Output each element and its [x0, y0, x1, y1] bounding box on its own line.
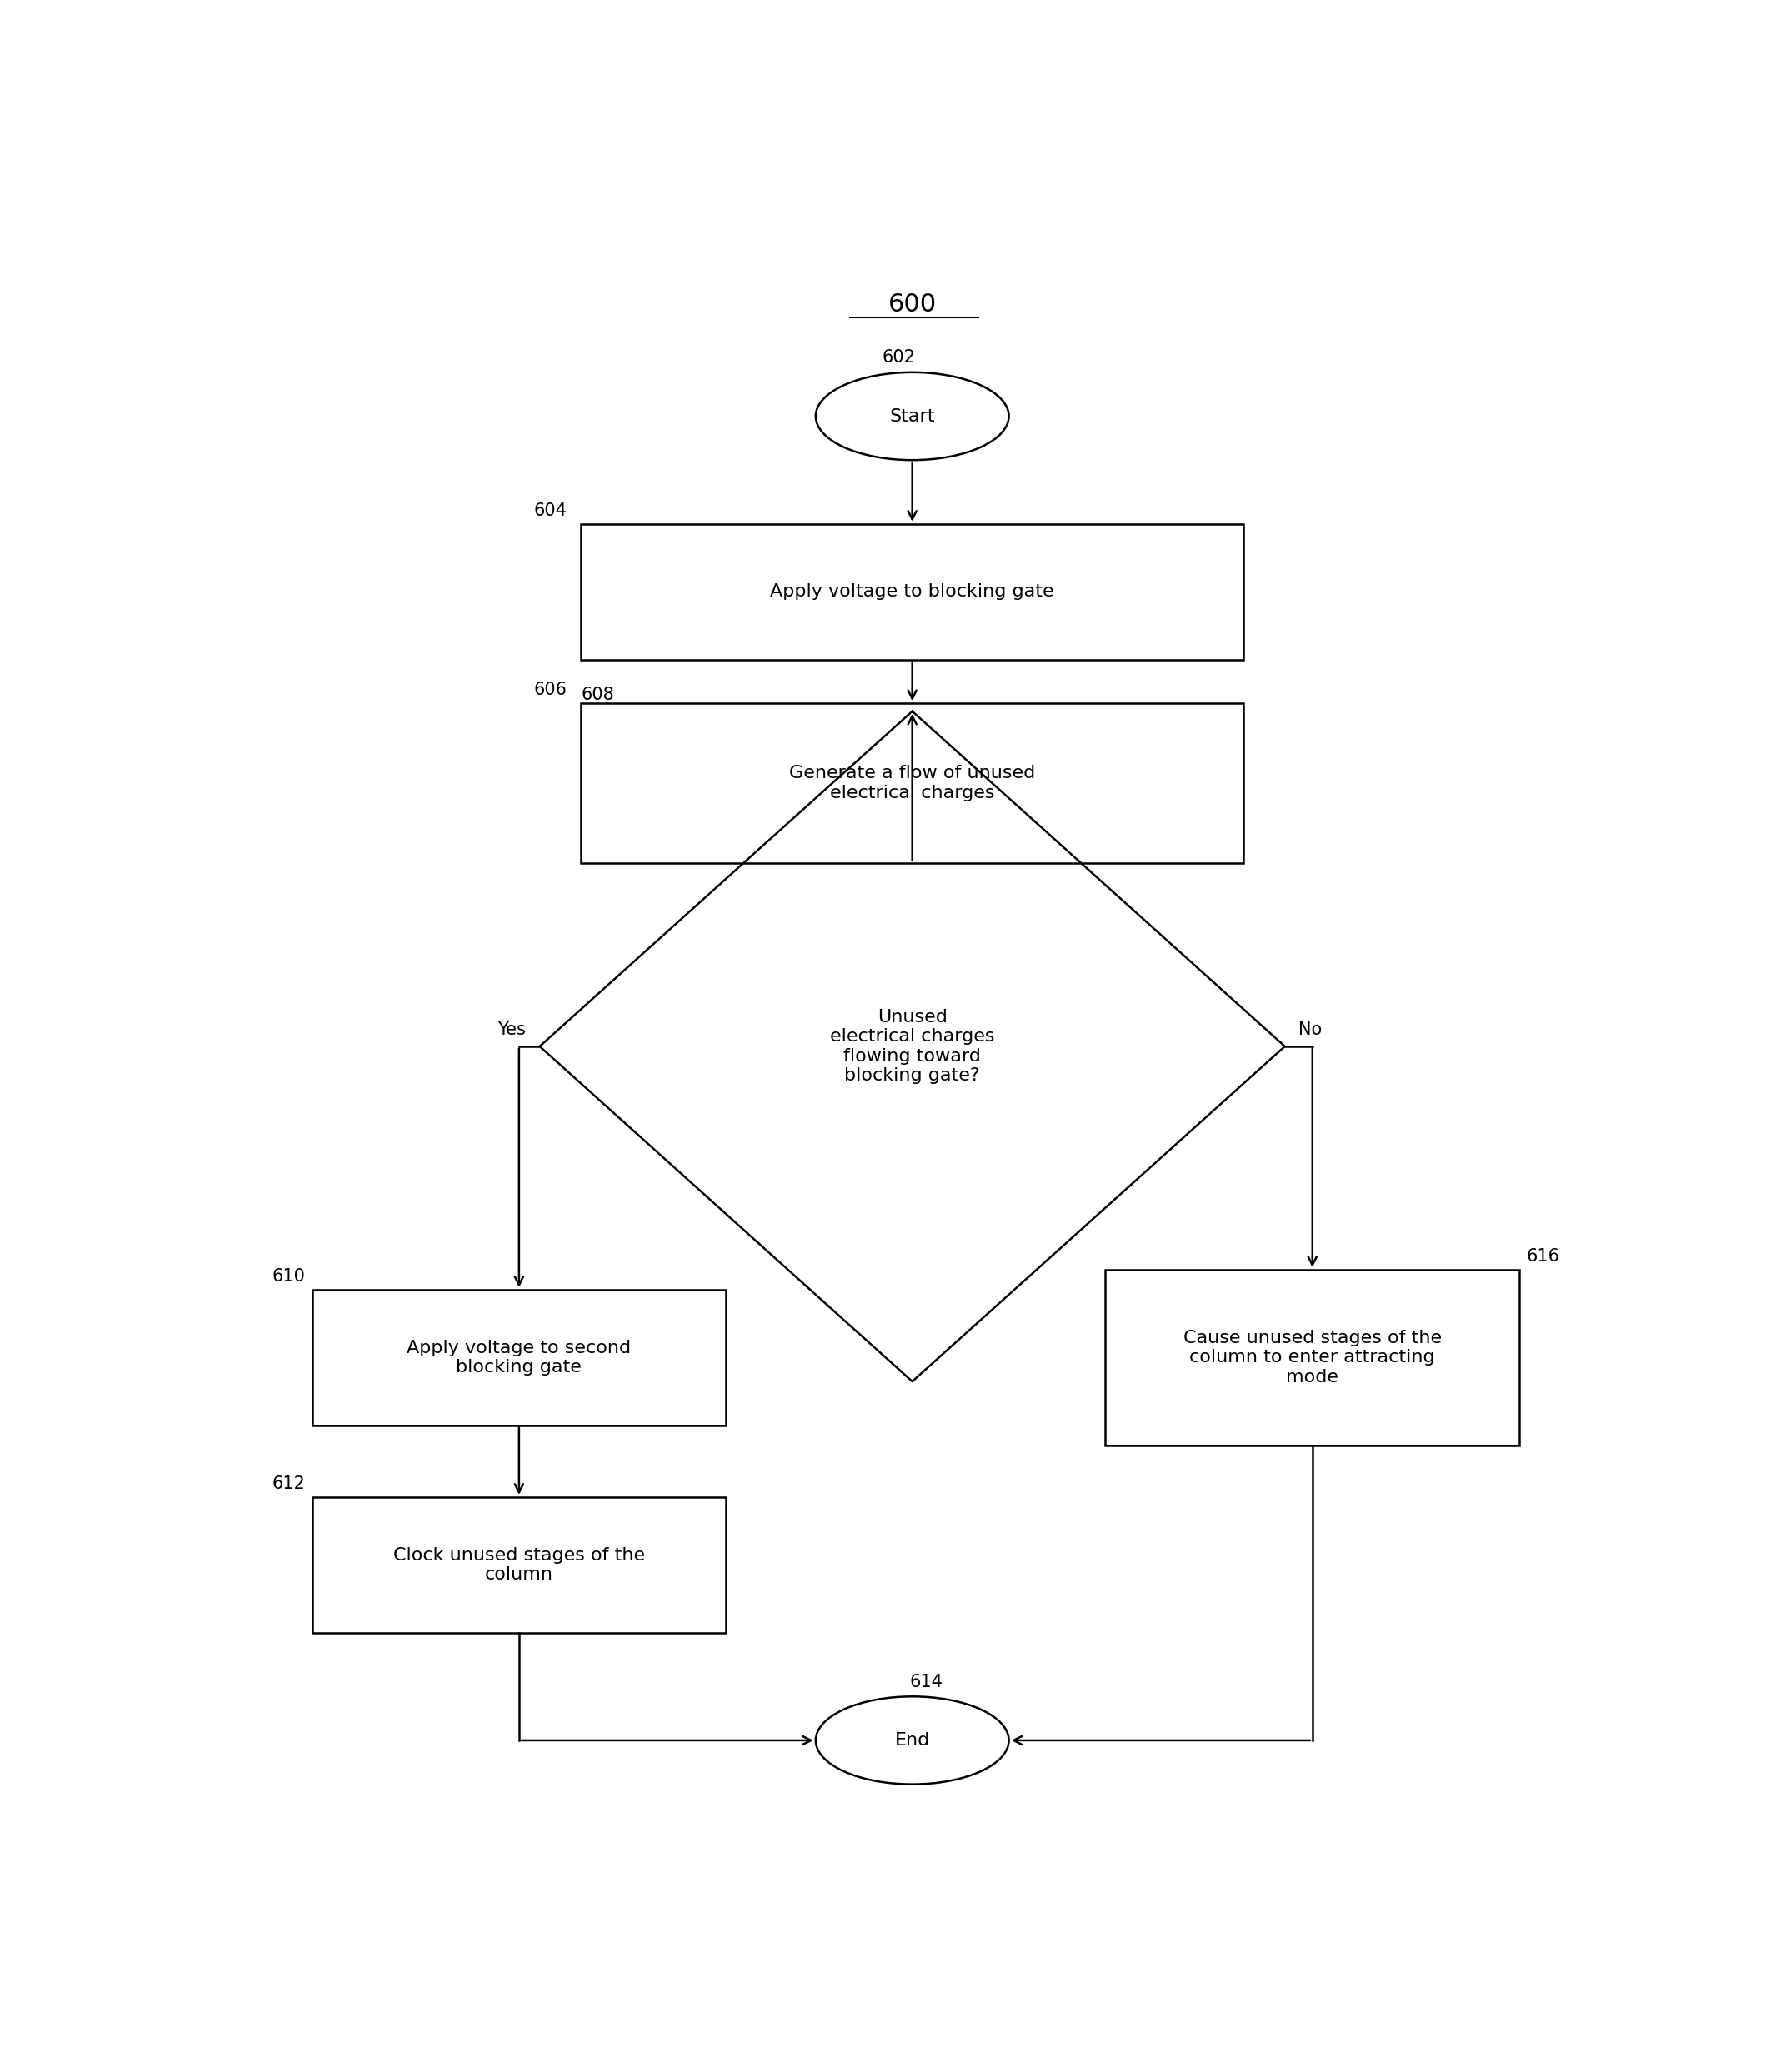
Text: Generate a flow of unused
electrical charges: Generate a flow of unused electrical cha…	[789, 765, 1036, 802]
Bar	[312, 1498, 726, 1633]
Text: 616: 616	[1525, 1247, 1559, 1264]
Text: 600: 600	[888, 292, 936, 317]
Text: 604: 604	[534, 501, 568, 520]
Text: Yes: Yes	[498, 1021, 527, 1038]
Text: 612: 612	[272, 1475, 306, 1492]
Text: 602: 602	[881, 350, 915, 367]
Bar	[580, 702, 1242, 862]
Text: Unused
electrical charges
flowing toward
blocking gate?: Unused electrical charges flowing toward…	[829, 1009, 995, 1084]
Text: End: End	[895, 1732, 929, 1749]
Text: 608: 608	[580, 686, 614, 702]
Text: Cause unused stages of the
column to enter attracting
mode: Cause unused stages of the column to ent…	[1184, 1330, 1442, 1384]
Text: Apply voltage to blocking gate: Apply voltage to blocking gate	[771, 584, 1054, 601]
Bar	[1105, 1270, 1520, 1446]
Bar	[580, 524, 1242, 659]
Text: Clock unused stages of the
column: Clock unused stages of the column	[393, 1548, 644, 1583]
Bar	[312, 1289, 726, 1426]
Text: Apply voltage to second
blocking gate: Apply voltage to second blocking gate	[408, 1339, 632, 1376]
Text: 614: 614	[910, 1674, 943, 1691]
Text: Start: Start	[890, 408, 935, 425]
Text: No: No	[1299, 1021, 1323, 1038]
Text: 606: 606	[534, 682, 568, 698]
Text: 610: 610	[272, 1268, 306, 1285]
